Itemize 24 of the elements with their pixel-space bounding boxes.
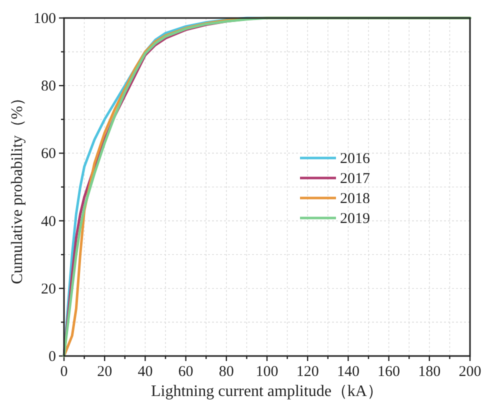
y-tick-label: 0 [48, 349, 56, 365]
x-tick-label: 40 [138, 364, 153, 380]
x-tick-label: 160 [378, 364, 400, 380]
x-axis-title: Lightning current amplitude（kA） [151, 383, 383, 400]
legend-label: 2016 [340, 151, 370, 167]
x-tick-label: 180 [418, 364, 441, 380]
x-tick-label: 0 [60, 364, 68, 380]
x-tick-label: 120 [296, 364, 319, 380]
x-tick-label: 100 [256, 364, 278, 380]
legend-label: 2019 [340, 211, 370, 227]
legend-label: 2017 [340, 171, 370, 187]
legend-label: 2018 [340, 191, 370, 207]
x-tick-label: 140 [336, 364, 360, 380]
y-axis-title: Cumulative probability（%） [9, 90, 26, 284]
line-series [62, 16, 472, 358]
y-tick-label: 80 [41, 78, 56, 95]
x-tick-label: 200 [458, 364, 482, 380]
x-tick-label: 80 [218, 364, 234, 380]
x-tick-label: 20 [97, 364, 112, 380]
y-tick-label: 40 [41, 214, 56, 230]
y-tick-label: 20 [41, 281, 56, 298]
x-tick-label: 60 [178, 364, 194, 380]
y-tick-label: 60 [41, 146, 56, 162]
y-tick-label: 100 [34, 11, 56, 27]
